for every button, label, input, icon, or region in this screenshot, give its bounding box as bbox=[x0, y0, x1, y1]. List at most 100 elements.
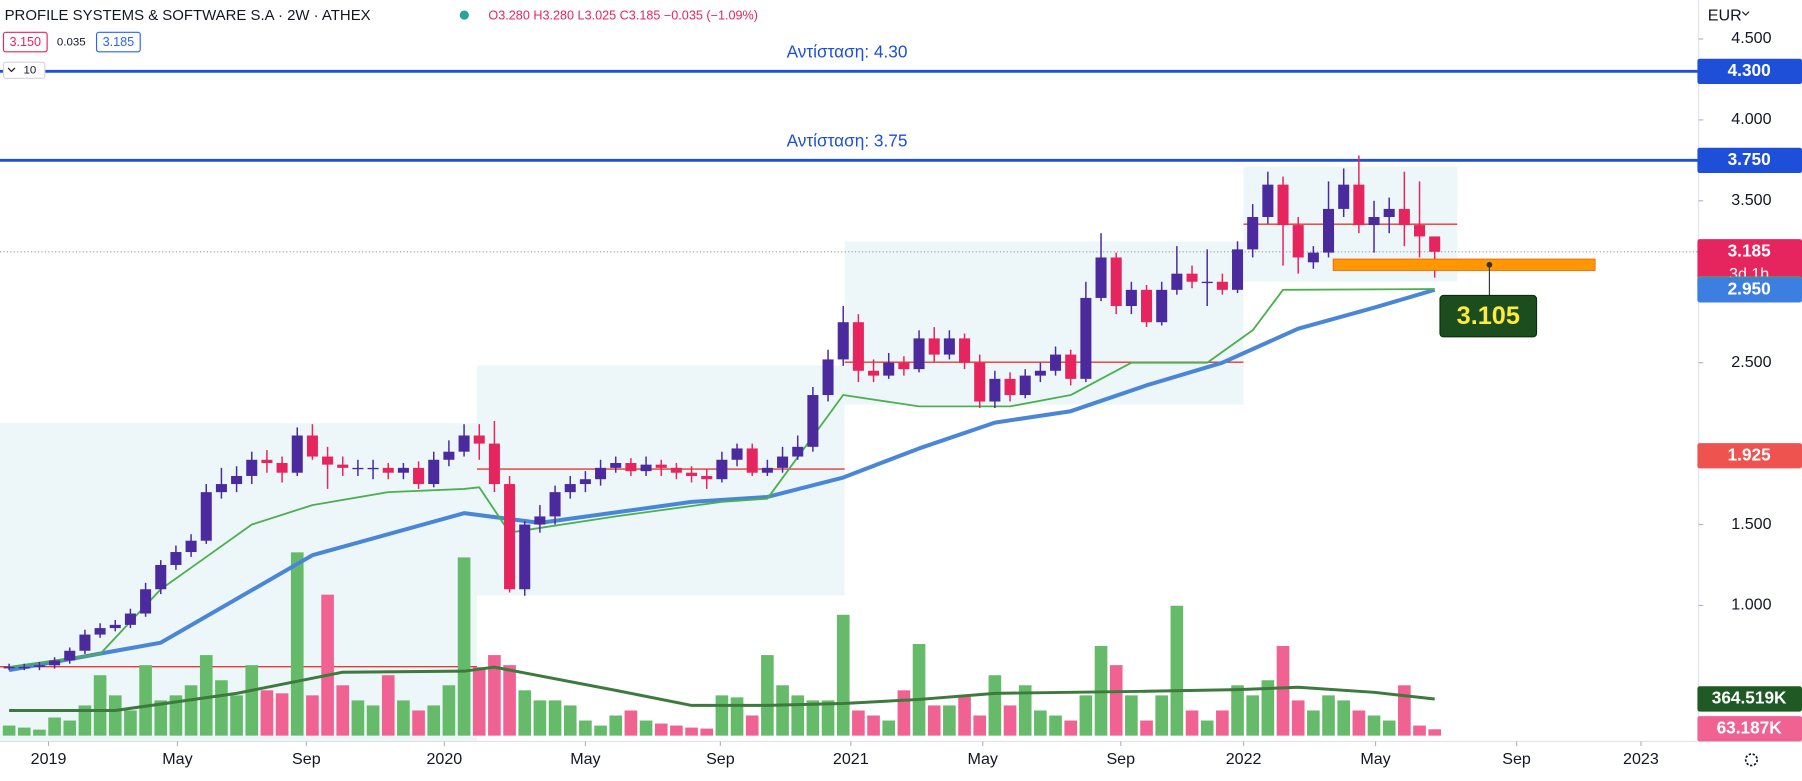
annotation-label: 3.105 bbox=[1457, 302, 1520, 330]
candle-body bbox=[1338, 184, 1350, 209]
candle-body bbox=[1383, 208, 1395, 218]
x-tick-label: Sep bbox=[706, 750, 735, 768]
candle-body bbox=[261, 459, 273, 464]
volume-bar bbox=[927, 705, 941, 736]
price-label-bg bbox=[1697, 147, 1802, 174]
candle-body bbox=[155, 564, 167, 590]
candle-body bbox=[185, 540, 197, 553]
volume-bar bbox=[1428, 729, 1442, 736]
candle-body bbox=[868, 370, 880, 376]
volume-bar bbox=[275, 693, 289, 736]
candle-body bbox=[898, 362, 910, 370]
candle-body bbox=[1262, 184, 1274, 218]
candle-body bbox=[579, 479, 591, 485]
volume-bar bbox=[579, 720, 592, 736]
candle-body bbox=[352, 467, 364, 470]
indicator-count[interactable]: 10 bbox=[23, 64, 36, 76]
settings-icon[interactable] bbox=[1744, 753, 1759, 767]
x-tick-label: May bbox=[570, 750, 600, 768]
volume-bar bbox=[1276, 646, 1290, 736]
zone bbox=[844, 241, 1244, 405]
candle-body bbox=[746, 448, 758, 473]
candle-body bbox=[822, 359, 834, 396]
candle-body bbox=[792, 446, 804, 457]
volume-bar bbox=[700, 728, 714, 736]
volume-bar bbox=[321, 594, 334, 736]
volume-bar bbox=[336, 685, 350, 736]
y-tick-label: 3.500 bbox=[1731, 191, 1771, 209]
y-tick-label: 4.000 bbox=[1731, 110, 1771, 128]
volume-bar bbox=[882, 720, 896, 736]
candle-body bbox=[322, 456, 334, 465]
candle-body bbox=[18, 666, 30, 669]
indicator-line bbox=[8, 288, 1435, 668]
candle-body bbox=[1080, 297, 1092, 379]
candle-body bbox=[686, 472, 698, 476]
volume-bar bbox=[867, 715, 880, 736]
candle-body bbox=[291, 435, 303, 473]
price-label: 2.950 bbox=[1728, 278, 1771, 298]
currency[interactable]: EUR bbox=[1708, 6, 1742, 24]
volume-bar bbox=[776, 685, 789, 736]
x-tick-label: 2023 bbox=[1623, 750, 1659, 768]
volume-bar bbox=[1291, 700, 1305, 736]
candle-body bbox=[1398, 208, 1410, 226]
indicator-toggle[interactable] bbox=[2, 61, 46, 79]
volume-bar bbox=[730, 697, 744, 736]
volume-bar bbox=[290, 552, 304, 736]
volume-bar bbox=[654, 723, 668, 736]
volume-bar bbox=[518, 690, 532, 736]
chevron bbox=[7, 67, 16, 73]
ohlc-legend: O3.280 H3.280 L3.025 C3.185 −0.035 (−1.0… bbox=[488, 9, 758, 23]
volume-bar bbox=[1322, 695, 1335, 736]
volume-bar bbox=[958, 695, 971, 736]
volume-bar bbox=[533, 700, 547, 736]
annotation-box bbox=[1439, 294, 1538, 338]
volume-bar bbox=[806, 700, 820, 736]
candle-body bbox=[1050, 354, 1062, 371]
candle-body bbox=[1429, 236, 1441, 252]
volume-bar bbox=[1109, 665, 1123, 736]
candle-body bbox=[306, 435, 318, 457]
volume-bar bbox=[260, 690, 274, 736]
volume-bar bbox=[791, 695, 805, 736]
candle-body bbox=[3, 666, 15, 669]
candle-body bbox=[625, 463, 637, 472]
candle-body bbox=[1232, 249, 1244, 290]
candle-body bbox=[473, 435, 485, 444]
volume-bar bbox=[1018, 685, 1032, 736]
candle-body bbox=[670, 467, 682, 473]
candle-body bbox=[1034, 370, 1046, 376]
sell-box[interactable] bbox=[2, 31, 48, 53]
candle-body bbox=[140, 589, 152, 614]
x-tick-label: 2020 bbox=[426, 750, 462, 768]
candle-body bbox=[655, 464, 667, 468]
volume-bar bbox=[836, 614, 850, 736]
candle-body bbox=[215, 484, 227, 493]
volume-bar bbox=[1170, 605, 1184, 736]
volume-bar bbox=[639, 720, 653, 736]
price-label-bg bbox=[1697, 239, 1802, 288]
volume-bar bbox=[1337, 700, 1351, 736]
x-tick-label: Sep bbox=[1106, 750, 1135, 768]
volume-bar bbox=[1413, 725, 1426, 736]
buy-box[interactable] bbox=[95, 31, 141, 53]
sell-price[interactable]: 3.150 bbox=[9, 35, 41, 49]
price-label-bg bbox=[1697, 716, 1802, 742]
candle-body bbox=[852, 322, 864, 371]
price-label: 1.925 bbox=[1728, 444, 1772, 464]
candle-body bbox=[200, 492, 212, 541]
x-tick-label: 2021 bbox=[833, 750, 869, 768]
volume-bar bbox=[1307, 710, 1320, 736]
x-tick-label: May bbox=[968, 750, 998, 768]
axes: 1.000 1.500 2.500 3.500 4.000 4.500 2019 May Sep… bbox=[31, 29, 1802, 768]
volume-bar bbox=[563, 705, 577, 736]
volume-bar bbox=[1185, 710, 1199, 736]
candle-body bbox=[564, 484, 576, 493]
candle-body bbox=[1110, 257, 1122, 307]
candle-body bbox=[989, 378, 1001, 402]
candle-body bbox=[33, 665, 45, 667]
volume-bar bbox=[306, 695, 319, 736]
buy-price[interactable]: 3.185 bbox=[103, 35, 135, 49]
candle-body bbox=[943, 338, 955, 355]
